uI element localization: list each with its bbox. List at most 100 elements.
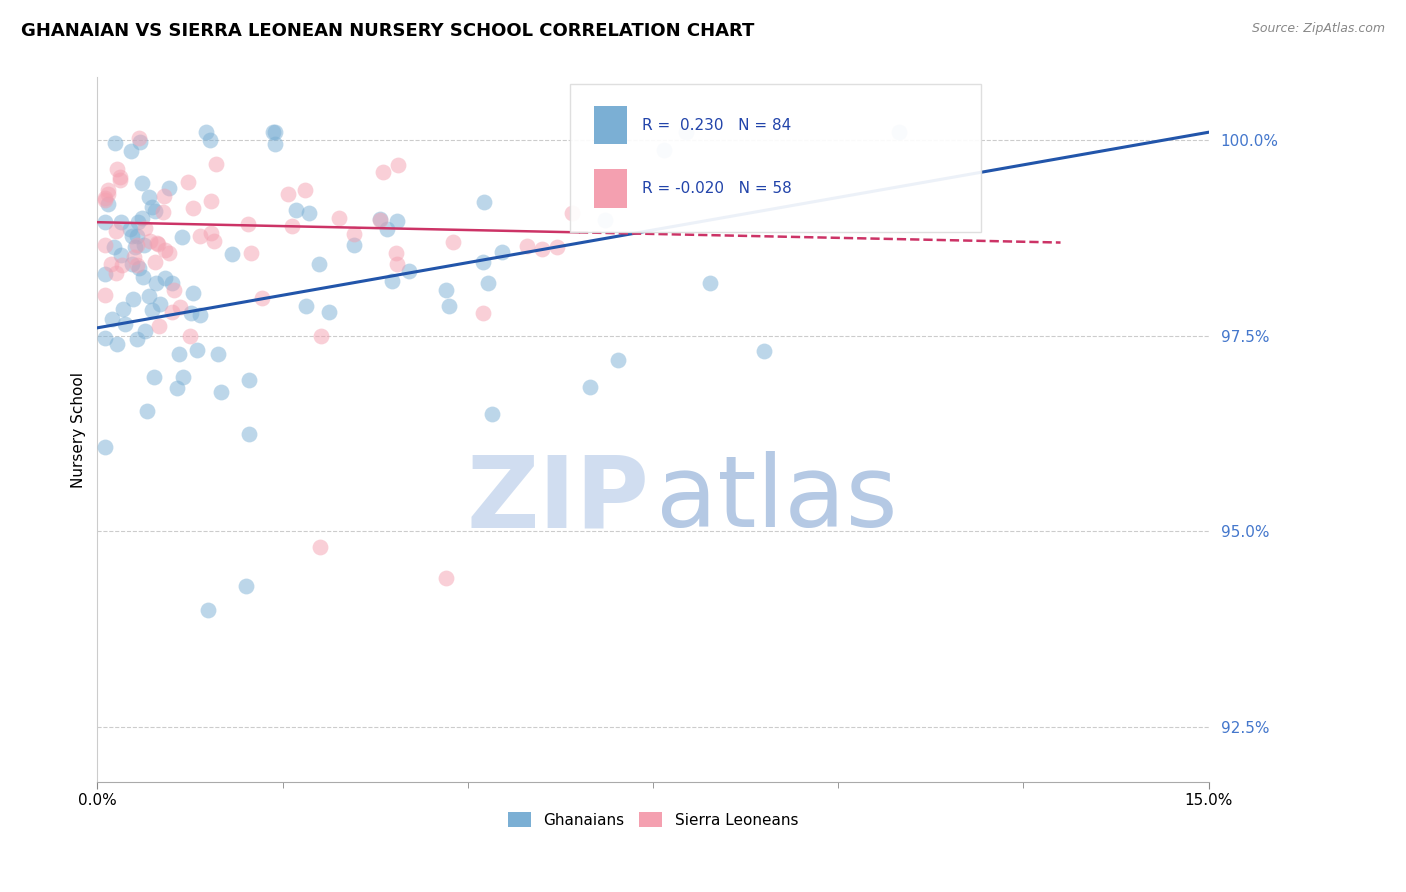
Point xyxy=(146,235,169,250)
Point xyxy=(110,248,132,262)
Point xyxy=(169,347,191,361)
Point xyxy=(146,237,169,252)
Point xyxy=(103,240,125,254)
Point xyxy=(295,299,318,313)
Point xyxy=(170,229,193,244)
Point xyxy=(94,268,117,282)
Point xyxy=(104,136,127,151)
Point xyxy=(118,222,141,236)
Point xyxy=(157,181,180,195)
Point xyxy=(100,257,122,271)
Point xyxy=(120,144,142,158)
Point xyxy=(108,170,131,185)
Point xyxy=(94,331,117,345)
Point xyxy=(152,189,174,203)
Point xyxy=(188,229,211,244)
Point xyxy=(111,259,134,273)
Legend: Ghanaians, Sierra Leoneans: Ghanaians, Sierra Leoneans xyxy=(502,805,804,834)
Point xyxy=(530,242,553,256)
Point xyxy=(131,211,153,226)
Point xyxy=(141,200,163,214)
Point xyxy=(131,176,153,190)
Point xyxy=(481,407,503,421)
Point xyxy=(111,302,134,317)
Point xyxy=(398,264,420,278)
Point xyxy=(385,214,408,228)
Point xyxy=(471,255,494,269)
Point xyxy=(294,183,316,197)
Point xyxy=(200,226,222,240)
Point xyxy=(97,186,120,201)
Point xyxy=(264,125,287,139)
Point xyxy=(368,212,391,227)
Point xyxy=(94,238,117,252)
Point xyxy=(97,197,120,211)
Point xyxy=(136,403,159,417)
Point xyxy=(143,254,166,268)
Text: R = -0.020   N = 58: R = -0.020 N = 58 xyxy=(643,181,792,196)
Point xyxy=(262,125,284,139)
Point xyxy=(387,158,409,172)
Point xyxy=(125,333,148,347)
Point xyxy=(177,175,200,189)
Point xyxy=(434,283,457,297)
Point xyxy=(298,206,321,220)
Point xyxy=(104,267,127,281)
Point xyxy=(128,261,150,276)
Point xyxy=(441,235,464,249)
Point xyxy=(343,227,366,241)
Point xyxy=(169,300,191,314)
Point xyxy=(546,240,568,254)
Point xyxy=(236,217,259,231)
Point xyxy=(132,238,155,252)
Point xyxy=(560,206,582,220)
Point xyxy=(145,276,167,290)
Point xyxy=(284,202,307,217)
FancyBboxPatch shape xyxy=(569,85,981,233)
Point xyxy=(606,352,628,367)
Point xyxy=(105,337,128,351)
Point xyxy=(163,284,186,298)
Point xyxy=(205,157,228,171)
Point xyxy=(114,317,136,331)
Point xyxy=(308,540,330,554)
Point xyxy=(179,328,201,343)
Text: atlas: atlas xyxy=(657,451,898,549)
Point xyxy=(207,347,229,361)
Point xyxy=(197,602,219,616)
Point xyxy=(887,125,910,139)
Point xyxy=(152,204,174,219)
Point xyxy=(194,125,217,139)
Point xyxy=(122,292,145,306)
Text: Source: ZipAtlas.com: Source: ZipAtlas.com xyxy=(1251,22,1385,36)
Point xyxy=(652,143,675,157)
Point xyxy=(516,238,538,252)
Point xyxy=(139,234,162,248)
Point xyxy=(134,324,156,338)
Point xyxy=(166,381,188,395)
Point xyxy=(143,369,166,384)
Point xyxy=(141,302,163,317)
Point xyxy=(138,289,160,303)
Point xyxy=(157,246,180,260)
Point xyxy=(94,191,117,205)
Point xyxy=(127,215,149,229)
Point xyxy=(172,370,194,384)
Point xyxy=(124,240,146,254)
Point xyxy=(387,257,409,271)
Point xyxy=(200,194,222,209)
Point xyxy=(181,285,204,300)
Point xyxy=(309,328,332,343)
Point xyxy=(105,224,128,238)
Point xyxy=(132,270,155,285)
Point xyxy=(125,228,148,243)
Point xyxy=(94,215,117,229)
Point xyxy=(381,274,404,288)
Point xyxy=(181,201,204,215)
Point xyxy=(143,203,166,218)
Point xyxy=(491,244,513,259)
Point xyxy=(221,247,243,261)
Point xyxy=(153,243,176,257)
Point xyxy=(105,161,128,176)
Point xyxy=(138,190,160,204)
